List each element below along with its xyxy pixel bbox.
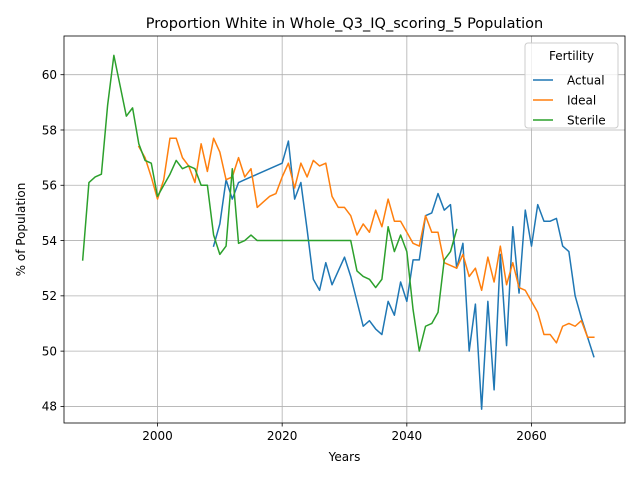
- series-line-actual: [212, 140, 595, 410]
- y-tick-label: 56: [42, 179, 57, 193]
- legend-label-actual: Actual: [567, 73, 605, 87]
- legend-entries: Actual Ideal Sterile: [533, 73, 606, 127]
- series-lines: [81, 54, 595, 410]
- y-tick-label: 48: [42, 400, 57, 414]
- series-line-sterile: [81, 54, 458, 352]
- y-tick-label: 58: [42, 123, 57, 137]
- x-tick-label: 2040: [392, 429, 423, 443]
- y-tick-label: 54: [42, 234, 57, 248]
- x-tick-label: 2060: [516, 429, 547, 443]
- x-tick-label: 2020: [267, 429, 298, 443]
- axis-ticks: 2000 2020 2040 2060 48 50 52 54 56 58 60: [42, 68, 547, 443]
- legend: Fertility Actual Ideal Sterile: [524, 42, 619, 129]
- y-tick-label: 50: [42, 344, 57, 358]
- y-tick-label: 60: [42, 68, 57, 82]
- legend-label-sterile: Sterile: [567, 113, 606, 127]
- legend-label-ideal: Ideal: [567, 93, 596, 107]
- y-tick-label: 52: [42, 289, 57, 303]
- series-line-ideal: [137, 137, 595, 344]
- chart-title: Proportion White in Whole_Q3_IQ_scoring_…: [146, 16, 544, 32]
- legend-title: Fertility: [549, 49, 594, 63]
- legend-box: [524, 42, 619, 129]
- x-tick-label: 2000: [142, 429, 173, 443]
- plot-frame: [63, 35, 626, 424]
- y-axis-label: % of Population: [14, 183, 28, 277]
- x-axis-label: Years: [328, 450, 361, 464]
